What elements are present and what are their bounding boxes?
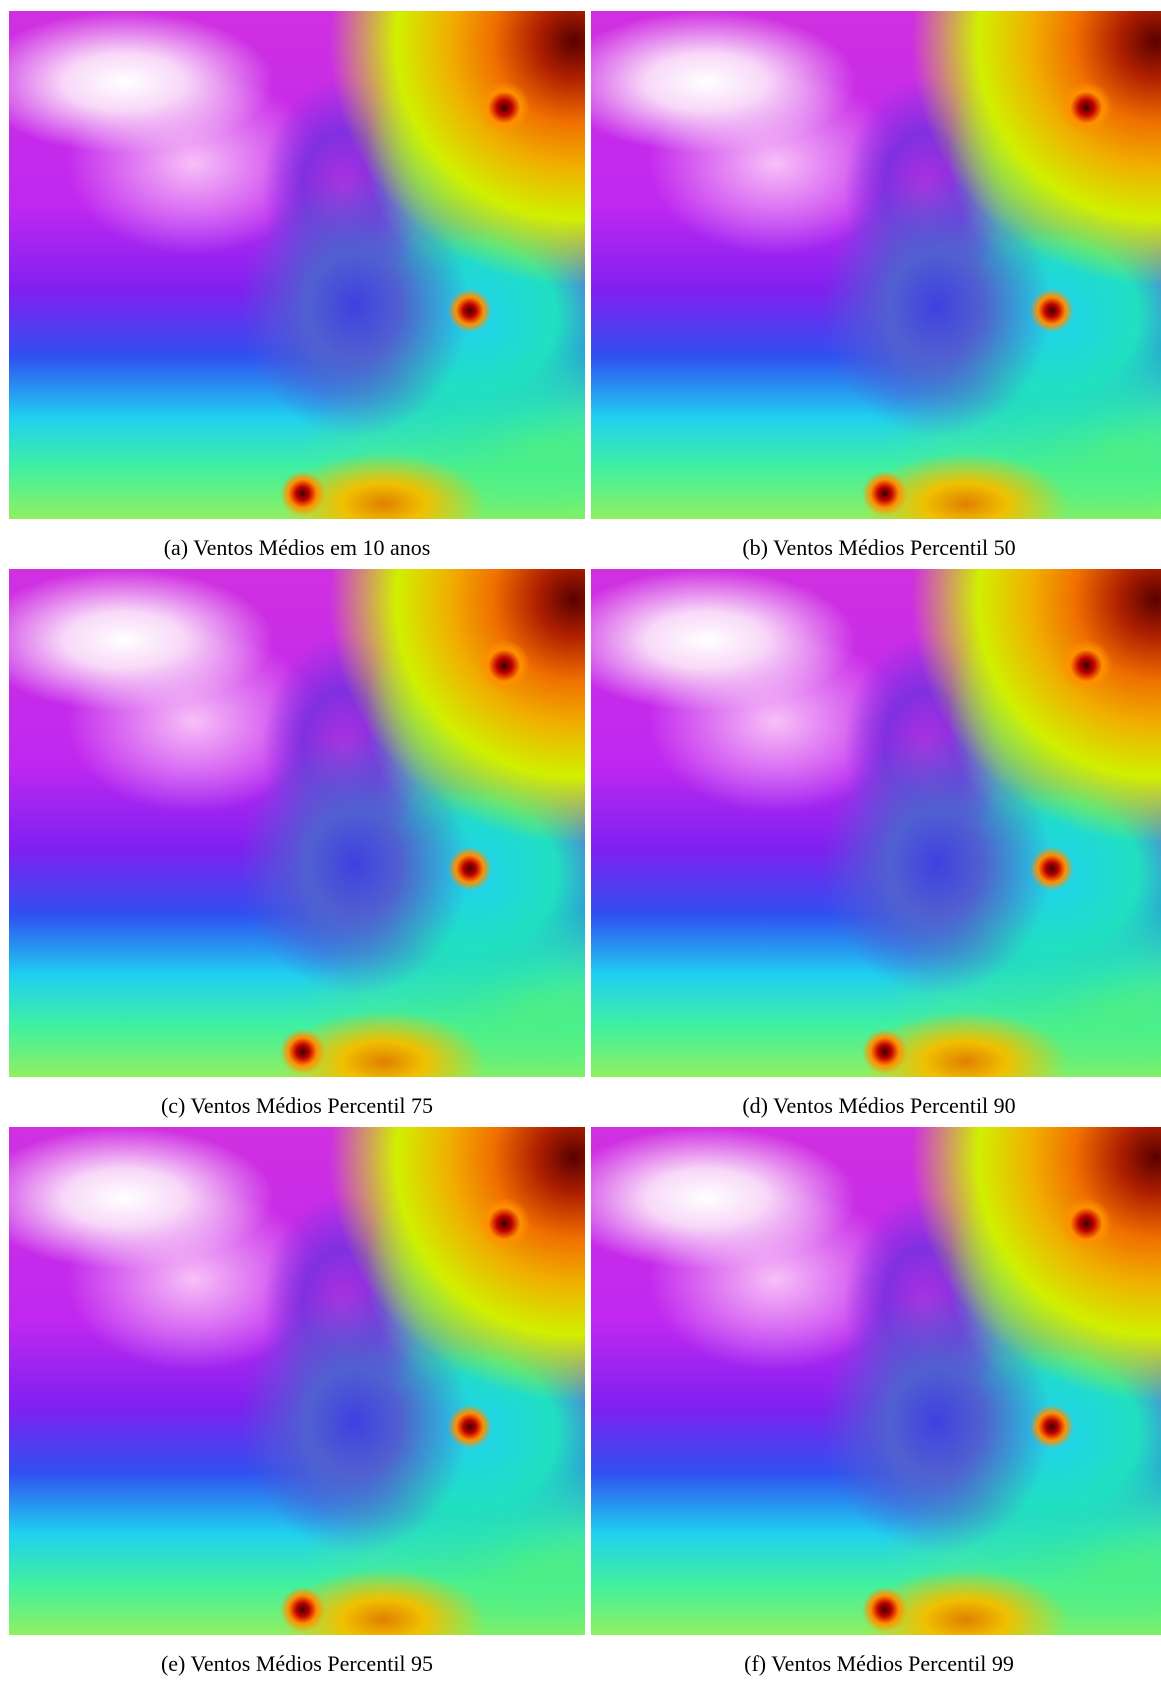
- caption: (a) Ventos Médios em 10 anos: [9, 535, 585, 561]
- caption: (b) Ventos Médios Percentil 50: [591, 535, 1161, 561]
- caption: (e) Ventos Médios Percentil 95: [9, 1651, 585, 1677]
- wind-map: [591, 11, 1161, 519]
- caption: (c) Ventos Médios Percentil 75: [9, 1093, 585, 1119]
- wind-map: [591, 1127, 1161, 1635]
- wind-map: [591, 569, 1161, 1077]
- caption: (d) Ventos Médios Percentil 90: [591, 1093, 1161, 1119]
- wind-map: [9, 11, 585, 519]
- wind-map: [9, 569, 585, 1077]
- wind-map: [9, 1127, 585, 1635]
- page: {"figure": {"panels": [ {"caption": "(a)…: [0, 0, 1161, 1685]
- caption: (f) Ventos Médios Percentil 99: [591, 1651, 1161, 1677]
